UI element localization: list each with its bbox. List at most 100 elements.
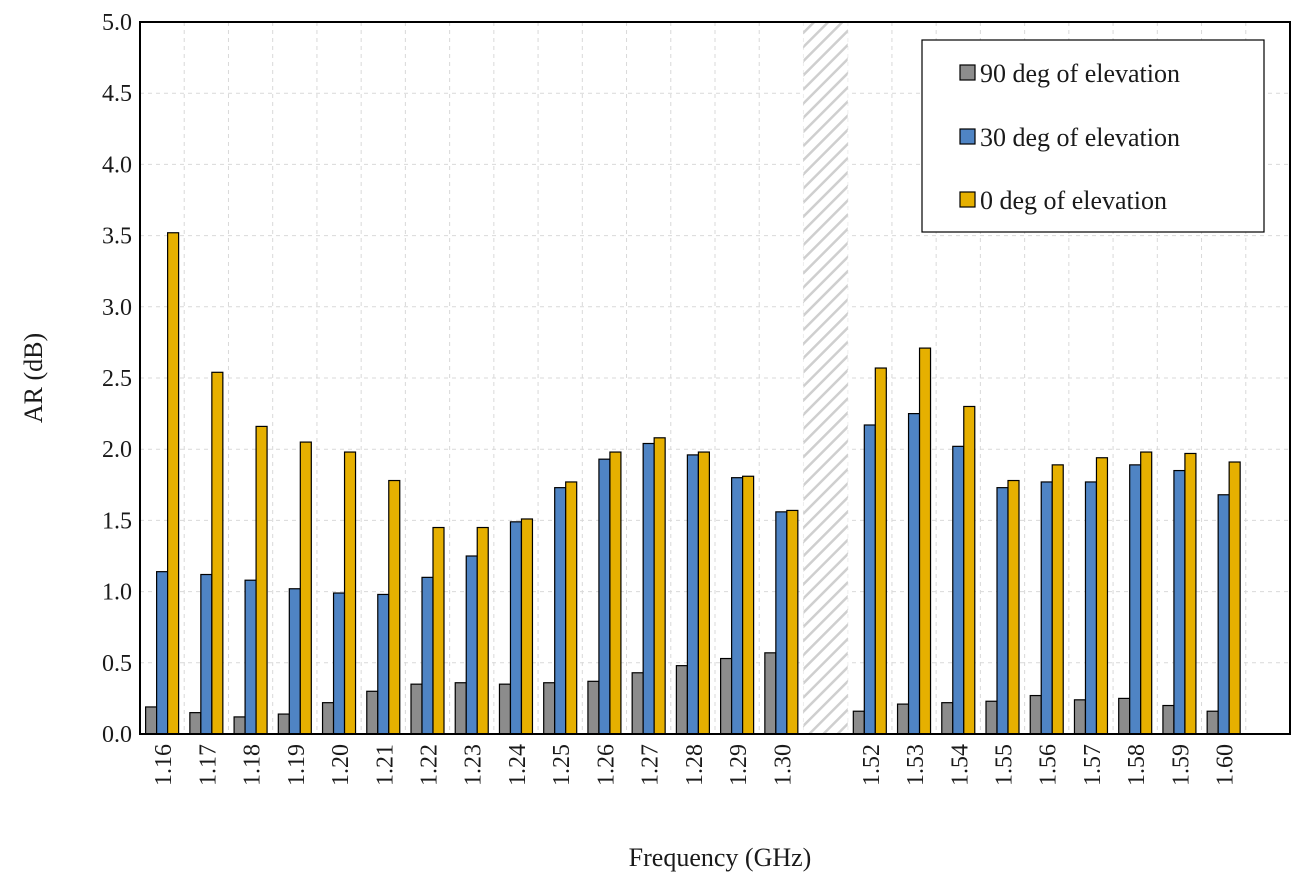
bar-1.29-0deg <box>742 475 755 735</box>
x-tick-label: 1.29 <box>726 744 752 786</box>
x-tick-label: 1.52 <box>859 744 885 786</box>
bar-1.58-90deg <box>1118 697 1131 735</box>
x-tick-label: 1.24 <box>505 744 531 786</box>
bar-1.23-0deg <box>476 526 489 735</box>
bar-1.60-90deg <box>1206 710 1219 735</box>
bar-1.18-0deg <box>255 425 268 735</box>
bar-1.21-90deg <box>366 690 379 735</box>
y-tick-label: 4.5 <box>102 81 132 107</box>
x-tick-label: 1.28 <box>682 744 708 786</box>
bar-1.25-90deg <box>543 682 556 735</box>
bar-1.57-0deg <box>1095 457 1109 735</box>
x-tick-label: 1.25 <box>549 744 575 786</box>
legend-box <box>921 39 1265 233</box>
legend-swatch-0-deg <box>959 191 976 208</box>
x-tick-label: 1.56 <box>1036 744 1062 786</box>
y-tick-label: 1.0 <box>102 580 132 606</box>
legend-label-90-deg: 90 deg of elevation <box>980 59 1180 88</box>
bar-1.30-30deg <box>775 511 788 735</box>
bar-1.19-0deg <box>299 441 312 735</box>
x-tick-label: 1.59 <box>1168 744 1194 786</box>
bar-1.56-0deg <box>1051 464 1064 735</box>
bar-1.22-30deg <box>421 576 434 735</box>
x-tick-label: 1.21 <box>372 744 398 786</box>
bar-1.59-90deg <box>1162 704 1175 735</box>
bar-1.55-90deg <box>985 700 998 735</box>
y-tick-label: 2.5 <box>102 366 132 392</box>
bar-1.53-0deg <box>918 347 932 735</box>
y-tick-label: 3.0 <box>102 295 132 321</box>
bar-1.30-90deg <box>764 652 777 735</box>
x-tick-label: 1.27 <box>638 744 664 786</box>
x-tick-label: 1.57 <box>1080 744 1106 786</box>
y-tick-label: 0.5 <box>102 651 132 677</box>
bar-1.58-0deg <box>1140 451 1153 735</box>
bar-1.60-0deg <box>1228 461 1241 735</box>
bar-1.21-0deg <box>388 479 401 735</box>
y-tick-label: 4.0 <box>102 152 132 178</box>
bar-1.28-30deg <box>686 454 699 735</box>
y-tick-label: 3.5 <box>102 224 132 250</box>
x-tick-label: 1.17 <box>195 744 221 786</box>
legend-swatch-90-deg <box>959 64 976 81</box>
bar-1.52-30deg <box>863 424 876 735</box>
bar-1.29-90deg <box>720 657 733 735</box>
bar-1.28-0deg <box>697 451 710 735</box>
bar-1.56-30deg <box>1040 481 1053 735</box>
bar-1.56-90deg <box>1029 694 1042 735</box>
y-tick-label: 5.0 <box>102 10 132 36</box>
bar-1.16-0deg <box>167 232 180 735</box>
bar-1.24-90deg <box>498 683 512 735</box>
bar-1.23-30deg <box>465 555 478 735</box>
bar-1.55-30deg <box>996 487 1009 735</box>
bar-1.57-30deg <box>1084 481 1098 735</box>
bar-1.60-30deg <box>1217 494 1230 735</box>
legend: 90 deg of elevation 30 deg of elevation … <box>921 39 1265 233</box>
bar-1.24-0deg <box>520 518 534 735</box>
bar-1.52-0deg <box>874 367 887 735</box>
bar-1.22-90deg <box>410 683 423 735</box>
bar-1.58-30deg <box>1129 464 1142 735</box>
bar-1.17-30deg <box>200 573 213 735</box>
bar-1.27-90deg <box>631 672 644 735</box>
bar-1.18-30deg <box>244 579 257 735</box>
bar-1.20-0deg <box>343 451 357 735</box>
x-tick-label: 1.19 <box>284 744 310 786</box>
bar-1.17-90deg <box>189 712 202 735</box>
bar-1.54-90deg <box>941 702 954 735</box>
x-axis-title: Frequency (GHz) <box>629 843 812 872</box>
x-tick-label: 1.53 <box>903 744 929 786</box>
bar-1.26-30deg <box>598 458 611 735</box>
bar-1.53-90deg <box>896 703 910 735</box>
bar-1.26-90deg <box>587 680 600 735</box>
bar-1.25-0deg <box>565 481 578 735</box>
bar-1.20-90deg <box>321 702 335 735</box>
bar-1.25-30deg <box>554 487 567 735</box>
bar-1.54-30deg <box>952 445 965 735</box>
bar-1.18-90deg <box>233 716 246 735</box>
axis-break-hatch <box>803 22 848 734</box>
legend-swatch-30-deg <box>959 128 976 145</box>
x-tick-label: 1.58 <box>1124 744 1150 786</box>
x-tick-label: 1.54 <box>947 744 973 786</box>
y-tick-label: 2.0 <box>102 437 132 463</box>
bar-1.57-90deg <box>1073 699 1087 735</box>
x-tick-label: 1.30 <box>770 744 796 786</box>
x-tick-label: 1.55 <box>992 744 1018 786</box>
bar-1.20-30deg <box>332 592 346 735</box>
legend-label-0-deg: 0 deg of elevation <box>980 186 1167 215</box>
y-tick-label: 1.5 <box>102 508 132 534</box>
bar-1.26-0deg <box>609 451 622 735</box>
bar-1.17-0deg <box>211 371 224 735</box>
plot-frame <box>139 21 1291 735</box>
bar-1.53-30deg <box>907 413 921 735</box>
bar-1.23-90deg <box>454 682 467 735</box>
x-tick-label: 1.23 <box>461 744 487 786</box>
bar-1.16-30deg <box>156 571 169 735</box>
bar-1.52-90deg <box>852 710 865 735</box>
x-tick-label: 1.22 <box>417 744 443 786</box>
bar-1.19-30deg <box>288 588 301 735</box>
bar-1.24-30deg <box>509 521 523 735</box>
x-tick-label: 1.60 <box>1213 744 1239 786</box>
bar-1.28-90deg <box>675 665 688 735</box>
